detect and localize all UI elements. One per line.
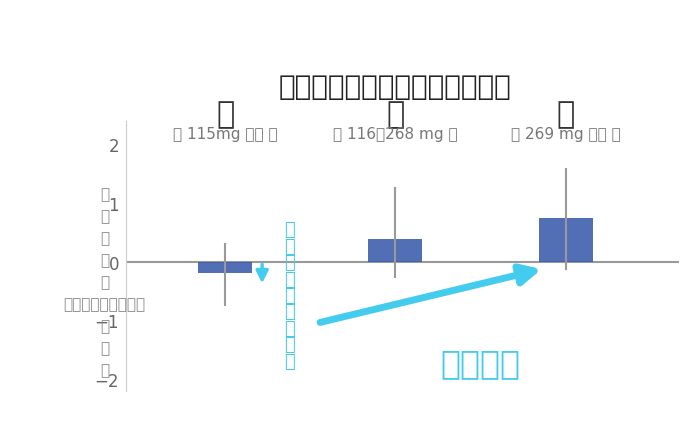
Text: よ: よ xyxy=(284,270,295,288)
Text: 力: 力 xyxy=(284,319,295,337)
Text: 筋力維持: 筋力維持 xyxy=(440,347,521,380)
Text: （重量キログラム）: （重量キログラム） xyxy=(64,297,146,312)
Text: に: に xyxy=(284,253,295,272)
Text: 高: 高 xyxy=(556,100,575,128)
Text: 中: 中 xyxy=(386,100,405,128)
Text: 力: 力 xyxy=(100,275,109,290)
Text: 化: 化 xyxy=(100,341,109,356)
Text: 低: 低 xyxy=(284,335,295,353)
Text: 低: 低 xyxy=(216,100,235,128)
Text: 齢: 齢 xyxy=(284,237,295,255)
Text: 変: 変 xyxy=(100,319,109,334)
Text: 展: 展 xyxy=(100,231,109,246)
Text: 加: 加 xyxy=(284,221,295,239)
Bar xyxy=(538,218,592,262)
Text: （ 115mg 以下 ）: （ 115mg 以下 ） xyxy=(173,127,278,142)
Text: 筋: 筋 xyxy=(100,253,109,268)
Text: 伸: 伸 xyxy=(100,209,109,224)
Bar xyxy=(368,240,422,262)
Text: 筋: 筋 xyxy=(284,302,295,321)
Text: 下: 下 xyxy=(284,352,295,370)
Text: （ 116～268 mg ）: （ 116～268 mg ） xyxy=(333,127,458,142)
Bar xyxy=(198,262,252,273)
Text: る: る xyxy=(284,286,295,304)
Text: 膝: 膝 xyxy=(100,187,109,202)
Text: 一日あたりタウリン推定摄取量: 一日あたりタウリン推定摄取量 xyxy=(279,73,512,101)
Text: （ 269 mg 以上 ）: （ 269 mg 以上 ） xyxy=(511,127,620,142)
Text: 量: 量 xyxy=(100,363,109,378)
